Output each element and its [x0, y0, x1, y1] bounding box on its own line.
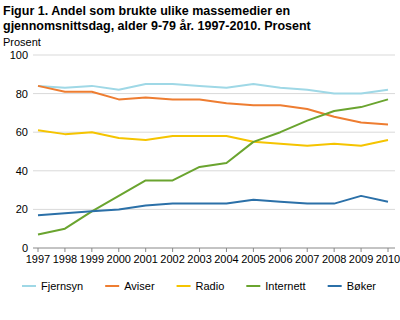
x-tick	[361, 248, 362, 252]
legend-swatch	[105, 285, 119, 287]
legend-label: Aviser	[124, 280, 155, 292]
x-tick-label: 1999	[80, 253, 104, 265]
x-tick-label: 2008	[322, 253, 346, 265]
x-tick	[64, 248, 65, 252]
y-tick-label: 100	[10, 49, 28, 61]
x-tick	[118, 248, 119, 252]
x-tick	[388, 248, 389, 252]
legend-swatch	[22, 285, 36, 287]
legend-swatch	[246, 285, 260, 287]
x-tick-label: 2006	[268, 253, 292, 265]
x-tick-label: 2002	[160, 253, 184, 265]
x-tick	[38, 248, 39, 252]
lines	[38, 84, 388, 235]
grid-line	[33, 209, 395, 210]
chart: Figur 1. Andel som brukte ulike massemed…	[0, 0, 400, 320]
x-tick-label: 2010	[376, 253, 400, 265]
x-tick	[253, 248, 254, 252]
x-tick-label: 2004	[214, 253, 238, 265]
grid-line	[33, 55, 395, 56]
x-tick-label: 2003	[187, 253, 211, 265]
x-tick-label: 2001	[133, 253, 157, 265]
grid-line	[33, 170, 395, 171]
x-tick	[226, 248, 227, 252]
title-line: gjennomsnittsdag, alder 9-79 år. 1997-20…	[3, 19, 312, 33]
title: Figur 1. Andel som brukte ulike massemed…	[3, 4, 312, 33]
series-line	[38, 99, 388, 234]
x-tick	[172, 248, 173, 252]
series-line	[38, 196, 388, 215]
legend-label: Internett	[265, 280, 305, 292]
x-tick	[307, 248, 308, 252]
x-tick-label: 2009	[349, 253, 373, 265]
grid-line	[33, 248, 395, 249]
legend-label: Radio	[196, 280, 225, 292]
legend-label: Bøker	[347, 280, 377, 292]
legend-swatch	[328, 285, 342, 287]
title-line: Figur 1. Andel som brukte ulike massemed…	[3, 4, 290, 18]
y-tick-label: 20	[16, 203, 28, 215]
x-tick	[199, 248, 200, 252]
x-tick-label: 1998	[53, 253, 77, 265]
y-tick-label: 80	[16, 88, 28, 100]
x-tick-label: 2007	[295, 253, 319, 265]
x-tick-label: 2000	[107, 253, 131, 265]
x-tick	[145, 248, 146, 252]
legend-label: Fjernsyn	[41, 280, 83, 292]
series-line	[38, 86, 388, 125]
y-tick-label: 60	[16, 126, 28, 138]
x-tick-label: 1997	[26, 253, 50, 265]
legend-swatch	[177, 285, 191, 287]
x-tick	[91, 248, 92, 252]
y-label: Prosent	[3, 36, 41, 48]
x-tick-label: 2005	[241, 253, 265, 265]
x-tick	[280, 248, 281, 252]
y-tick-label: 40	[16, 165, 28, 177]
series-line	[38, 130, 388, 145]
x-tick	[334, 248, 335, 252]
